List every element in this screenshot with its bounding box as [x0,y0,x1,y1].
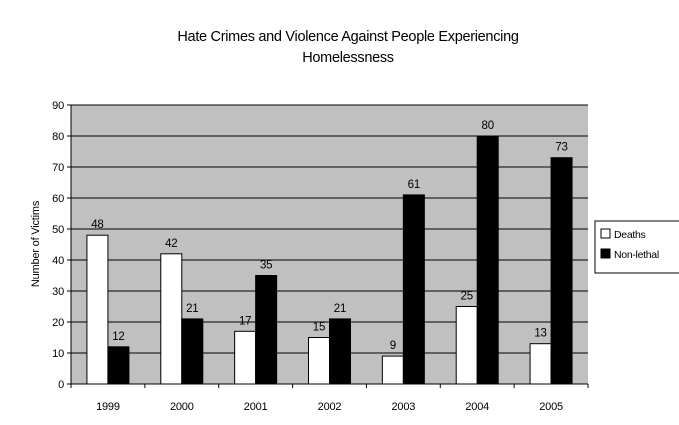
x-tick-label: 2005 [539,401,563,413]
bar-nonlethal-2000 [181,318,204,385]
data-label-nonlethal-2004: 80 [482,120,494,132]
bar-nonlethal-2001 [255,275,278,385]
bar-deaths-2003 [381,355,404,385]
legend-label-nonlethal: Non-lethal [614,249,659,261]
y-tick-label: 20 [52,317,64,329]
bar-nonlethal-1999 [107,346,130,385]
x-tick-label: 2002 [318,401,342,413]
data-label-nonlethal-2005: 73 [555,142,567,154]
data-label-nonlethal-2000: 21 [186,303,198,315]
y-tick-label: 60 [52,193,64,205]
y-tick-label: 30 [52,286,64,298]
chart-title-line-2: Homelessness [302,50,394,66]
y-tick-label: 0 [58,379,64,391]
bar-nonlethal-2005 [550,157,573,385]
y-tick-label: 80 [52,131,64,143]
y-tick-label: 10 [52,348,64,360]
data-label-deaths-2000: 42 [165,238,177,250]
data-label-nonlethal-2003: 61 [408,179,420,191]
chart-title-line-1: Hate Crimes and Violence Against People … [177,29,518,45]
bar-deaths-2001 [234,330,257,385]
bar-nonlethal-2002 [329,318,351,385]
y-tick-label: 90 [52,100,64,112]
x-tick-label: 2004 [465,401,489,413]
legend-label-deaths: Deaths [614,229,646,241]
bar-deaths-1999 [86,234,109,385]
data-label-deaths-2003: 9 [390,340,396,352]
data-label-deaths-2004: 25 [461,291,473,303]
legend: Deaths Non-lethal [594,220,679,274]
legend-swatch-deaths [600,228,611,239]
data-label-deaths-2002: 15 [313,322,325,334]
x-tick-label: 1999 [96,401,120,413]
y-tick-label: 70 [52,162,64,174]
legend-box [594,220,679,274]
y-tick-label: 40 [52,255,64,267]
legend-swatch-nonlethal [600,248,611,259]
bar-nonlethal-2003 [402,194,425,385]
bar-deaths-2002 [308,337,330,385]
y-tick-label: 50 [52,224,64,236]
x-tick-label: 2000 [170,401,194,413]
data-label-deaths-1999: 48 [91,219,103,231]
bar-nonlethal-2004 [476,135,499,385]
bar-deaths-2004 [455,306,478,385]
x-tick-label: 2001 [244,401,268,413]
data-label-nonlethal-1999: 12 [112,331,124,343]
y-axis-title: Number of Victims [30,200,42,287]
data-label-deaths-2005: 13 [534,328,546,340]
data-label-nonlethal-2002: 21 [334,303,346,315]
bar-deaths-2005 [529,343,552,385]
bar-deaths-2000 [160,253,183,385]
x-tick-label: 2003 [392,401,416,413]
data-label-deaths-2001: 17 [239,315,251,327]
data-label-nonlethal-2001: 35 [260,260,272,272]
